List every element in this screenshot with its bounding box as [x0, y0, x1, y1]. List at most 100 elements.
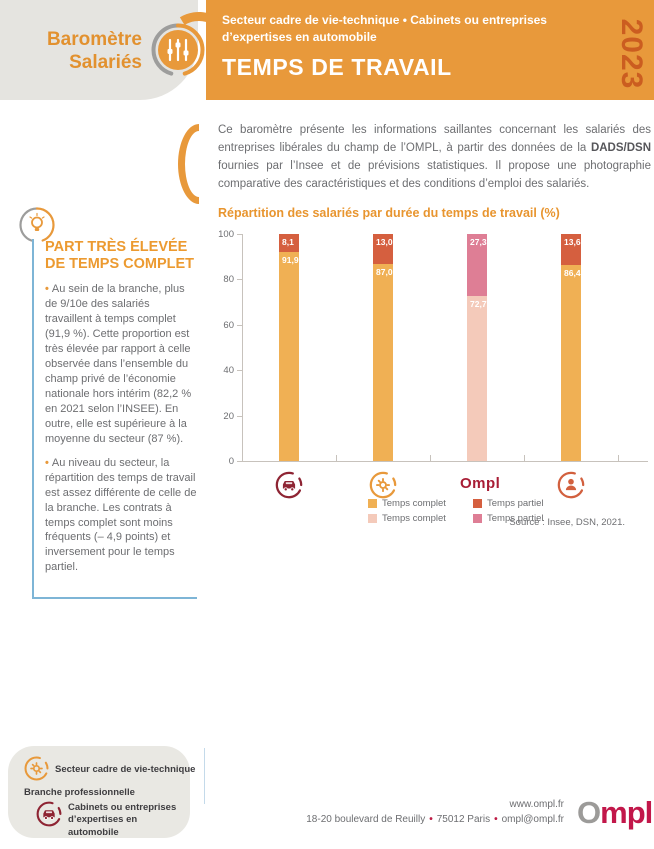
- ompl-logo-axis-label: Ompl: [460, 475, 501, 492]
- bar-segment-temps-partiel: [373, 234, 393, 264]
- page-title: TEMPS DE TRAVAIL: [222, 54, 452, 80]
- car-circle-icon: [274, 470, 304, 500]
- x-tick-mark: [524, 455, 525, 462]
- header-subtitle-line2: d’expertises en automobile: [222, 30, 377, 45]
- y-tick-label: 80: [223, 274, 234, 286]
- legend-label: Temps partiel: [487, 513, 544, 524]
- bar-segment-temps-complet: [561, 264, 581, 461]
- chart-legend: Temps complet Temps partiel Temps complet T…: [368, 498, 608, 524]
- year-label: 2023: [615, 18, 648, 90]
- y-tick-mark: [237, 324, 242, 326]
- address-part: ompl@ompl.fr: [501, 814, 564, 825]
- website-text: www.ompl.fr: [509, 799, 564, 810]
- bar-value-label: 8,1: [282, 237, 294, 247]
- brand-title: Baromètre Salariés: [18, 28, 142, 74]
- chart-plot: 0 20 40 60 80 100 8,1 91,9 13,0 87,0 27,3 72,7 13,6 8…: [212, 229, 654, 504]
- intro-text-after: fournies par l’Insee et de prévisions st…: [218, 160, 651, 191]
- y-tick-mark: [237, 279, 242, 281]
- footer-divider: [204, 748, 205, 804]
- sidebar-heading-line1: PART TRÈS ÉLEVÉE: [45, 239, 188, 255]
- y-tick-label: 0: [228, 456, 234, 467]
- sector-tools-circle-icon: [23, 755, 50, 782]
- legend-item: Temps partiel: [473, 498, 578, 509]
- brand-line2: Salariés: [69, 52, 142, 74]
- address-part: 75012 Paris: [436, 814, 491, 825]
- y-tick-label: 40: [223, 365, 234, 377]
- chart-source: Source : Insee, DSN, 2021.: [509, 517, 625, 528]
- branch-box: Secteur cadre de vie-technique Branche p…: [8, 746, 195, 839]
- y-tick-mark: [237, 415, 242, 417]
- branch-title: Branche professionnelle: [24, 787, 135, 798]
- brand-line1: Baromètre: [46, 29, 142, 50]
- bar-segment-temps-partiel: [467, 234, 487, 296]
- address-part: 18-20 boulevard de Reuilly: [306, 814, 426, 825]
- y-axis-line: [242, 234, 243, 462]
- bar-segment-temps-partiel: [279, 234, 299, 253]
- sidebar-heading-line2: DE TEMPS COMPLET: [45, 256, 195, 273]
- header-subtitle-line1: Secteur cadre de vie-technique • Cabinet…: [222, 13, 547, 27]
- intro-text-before: Ce baromètre présente les informations s…: [218, 124, 651, 155]
- sidebar-bullet: • Au sein de la branche, plus de 9/10e d…: [45, 283, 192, 445]
- y-tick-mark: [237, 234, 242, 235]
- x-tick-mark: [336, 455, 337, 462]
- bar-value-label: 13,0: [376, 237, 393, 247]
- branch-label: Cabinets ou entreprises d’expertises en …: [68, 802, 190, 839]
- lightbulb-icon: [17, 205, 57, 245]
- bullet-dot-icon: •: [45, 283, 52, 296]
- bar-segment-temps-partiel: [561, 234, 581, 265]
- bar-value-label: 91,9: [282, 255, 299, 266]
- bar-segment-temps-complet: [279, 252, 299, 461]
- legend-swatch: [368, 499, 377, 508]
- bar-value-label: 72,7: [470, 298, 487, 309]
- address-bullet-icon: •: [494, 814, 498, 825]
- x-tick-mark: [430, 455, 431, 462]
- bar-segment-temps-complet: [373, 263, 393, 461]
- legend-item: Temps partiel: [473, 513, 578, 524]
- sidebar-bullet: • Au niveau du secteur, la répartition d…: [45, 456, 197, 574]
- address-bullet-icon: •: [429, 814, 433, 825]
- ompl-logo: Ompl: [577, 795, 653, 831]
- legend-item: Temps complet: [368, 498, 473, 509]
- sidebar-bullets: • Au sein de la branche, plus de 9/10e d…: [45, 282, 197, 575]
- intro-arc-decoration: [178, 124, 199, 204]
- sector-label: Secteur cadre de vie-technique: [55, 764, 196, 775]
- intro-paragraph: Ce baromètre présente les informations s…: [218, 121, 651, 194]
- x-tick-mark: [618, 455, 619, 462]
- sidebar-heading: PART TRÈS ÉLEVÉE DE TEMPS COMPLET: [45, 239, 197, 273]
- legend-swatch: [473, 499, 482, 508]
- header-band: [206, 0, 654, 100]
- branch-car-circle-icon: [35, 800, 63, 828]
- tools-circle-icon: [368, 470, 398, 500]
- y-tick-label: 60: [223, 319, 234, 331]
- legend-label: Temps complet: [382, 513, 446, 524]
- y-tick-mark: [237, 461, 242, 462]
- bar-value-label: 27,3: [470, 237, 487, 247]
- ompl-logo-rest: mpl: [600, 795, 653, 830]
- chart-title: Répartition des salariés par durée du te…: [218, 206, 560, 220]
- chart: Répartition des salariés par durée du te…: [212, 206, 654, 536]
- branch-label-line2: d’expertises en automobile: [68, 814, 138, 838]
- person-circle-icon: [556, 470, 586, 500]
- legend-label: Temps partiel: [487, 498, 544, 509]
- ompl-logo-o: O: [577, 795, 601, 830]
- branch-label-line1: Cabinets ou entreprises: [68, 802, 177, 813]
- y-tick-mark: [237, 370, 242, 372]
- legend-swatch: [473, 514, 482, 523]
- bar-value-label: 87,0: [376, 266, 393, 277]
- year-badge: 2023: [614, 12, 648, 96]
- x-axis-line: [242, 461, 648, 462]
- legend-swatch: [368, 514, 377, 523]
- address-line: 18-20 boulevard de Reuilly • 75012 Paris • o…: [280, 814, 564, 825]
- header-subtitle: Secteur cadre de vie-technique • Cabinet…: [222, 12, 547, 47]
- bar-segment-temps-complet: [467, 295, 487, 461]
- y-tick-label: 20: [223, 410, 234, 422]
- barometre-sliders-icon: [150, 22, 206, 78]
- intro-text-bold: DADS/DSN: [590, 142, 651, 155]
- legend-item: Temps complet: [368, 513, 473, 524]
- y-tick-label: 100: [218, 229, 234, 240]
- legend-label: Temps complet: [382, 498, 446, 509]
- sidebar-callout: PART TRÈS ÉLEVÉE DE TEMPS COMPLET • Au s…: [32, 239, 197, 600]
- bar-value-label: 13,6: [564, 237, 581, 247]
- bullet-dot-icon: •: [45, 456, 52, 469]
